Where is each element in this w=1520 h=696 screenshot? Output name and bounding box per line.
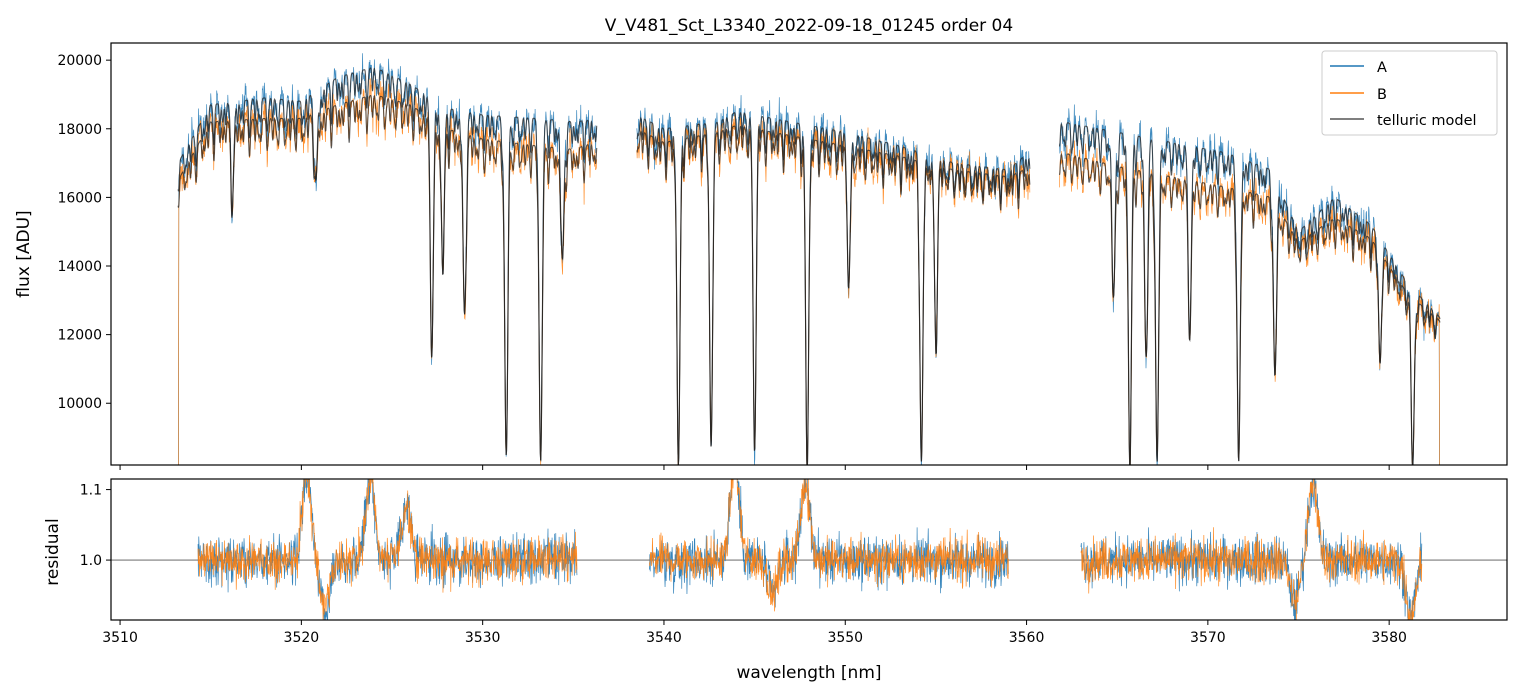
legend-label-a: A — [1377, 60, 1387, 76]
residual-b-line — [197, 479, 1423, 620]
flux-y-tick-label: 16000 — [57, 190, 102, 206]
flux-y-axis-label: flux [ADU] — [14, 210, 34, 297]
residual-y-axis-label: residual — [43, 518, 63, 585]
legend: A B telluric model — [1321, 50, 1498, 136]
flux-axes-frame — [110, 42, 1508, 466]
legend-label-telluric: telluric model — [1377, 113, 1477, 129]
legend-label-b: B — [1377, 87, 1387, 103]
residual-x-tick-label: 3560 — [1009, 630, 1045, 646]
residual-x-tick-label: 3530 — [465, 630, 501, 646]
legend-box — [1321, 50, 1498, 136]
residual-x-tick-label: 3570 — [1190, 630, 1226, 646]
residual-panel: 1.01.1 3510 3520 3530 3540 3550 3560 3570 3580 … — [43, 478, 1508, 683]
flux-y-tick-label: 20000 — [57, 53, 102, 69]
residual-axes-frame — [110, 478, 1508, 621]
residual-x-tick-label: 3520 — [284, 630, 320, 646]
flux-panel: 10000 12000 14000 16000 18000 20000 flux [ADU… — [14, 42, 1508, 470]
residual-x-tick-label: 3540 — [646, 630, 682, 646]
residual-x-tick-label: 3550 — [827, 630, 863, 646]
flux-y-tick-label: 14000 — [57, 259, 102, 275]
flux-y-tick-label: 12000 — [57, 328, 102, 344]
chart-title: V_V481_Sct_L3340_2022-09-18_01245 order … — [605, 16, 1013, 36]
flux-y-tick-label: 10000 — [57, 396, 102, 412]
flux-y-tick-label: 18000 — [57, 122, 102, 138]
residual-x-tick-label: 3580 — [1371, 630, 1407, 646]
x-axis-label: wavelength [nm] — [736, 663, 881, 683]
residual-y-tick-label: 1.1 — [80, 483, 102, 499]
residual-a-line — [197, 479, 1423, 620]
telluric-model-b-line — [177, 94, 1441, 465]
residual-y-tick-label: 1.0 — [80, 553, 102, 569]
residual-x-tick-label: 3510 — [102, 630, 138, 646]
